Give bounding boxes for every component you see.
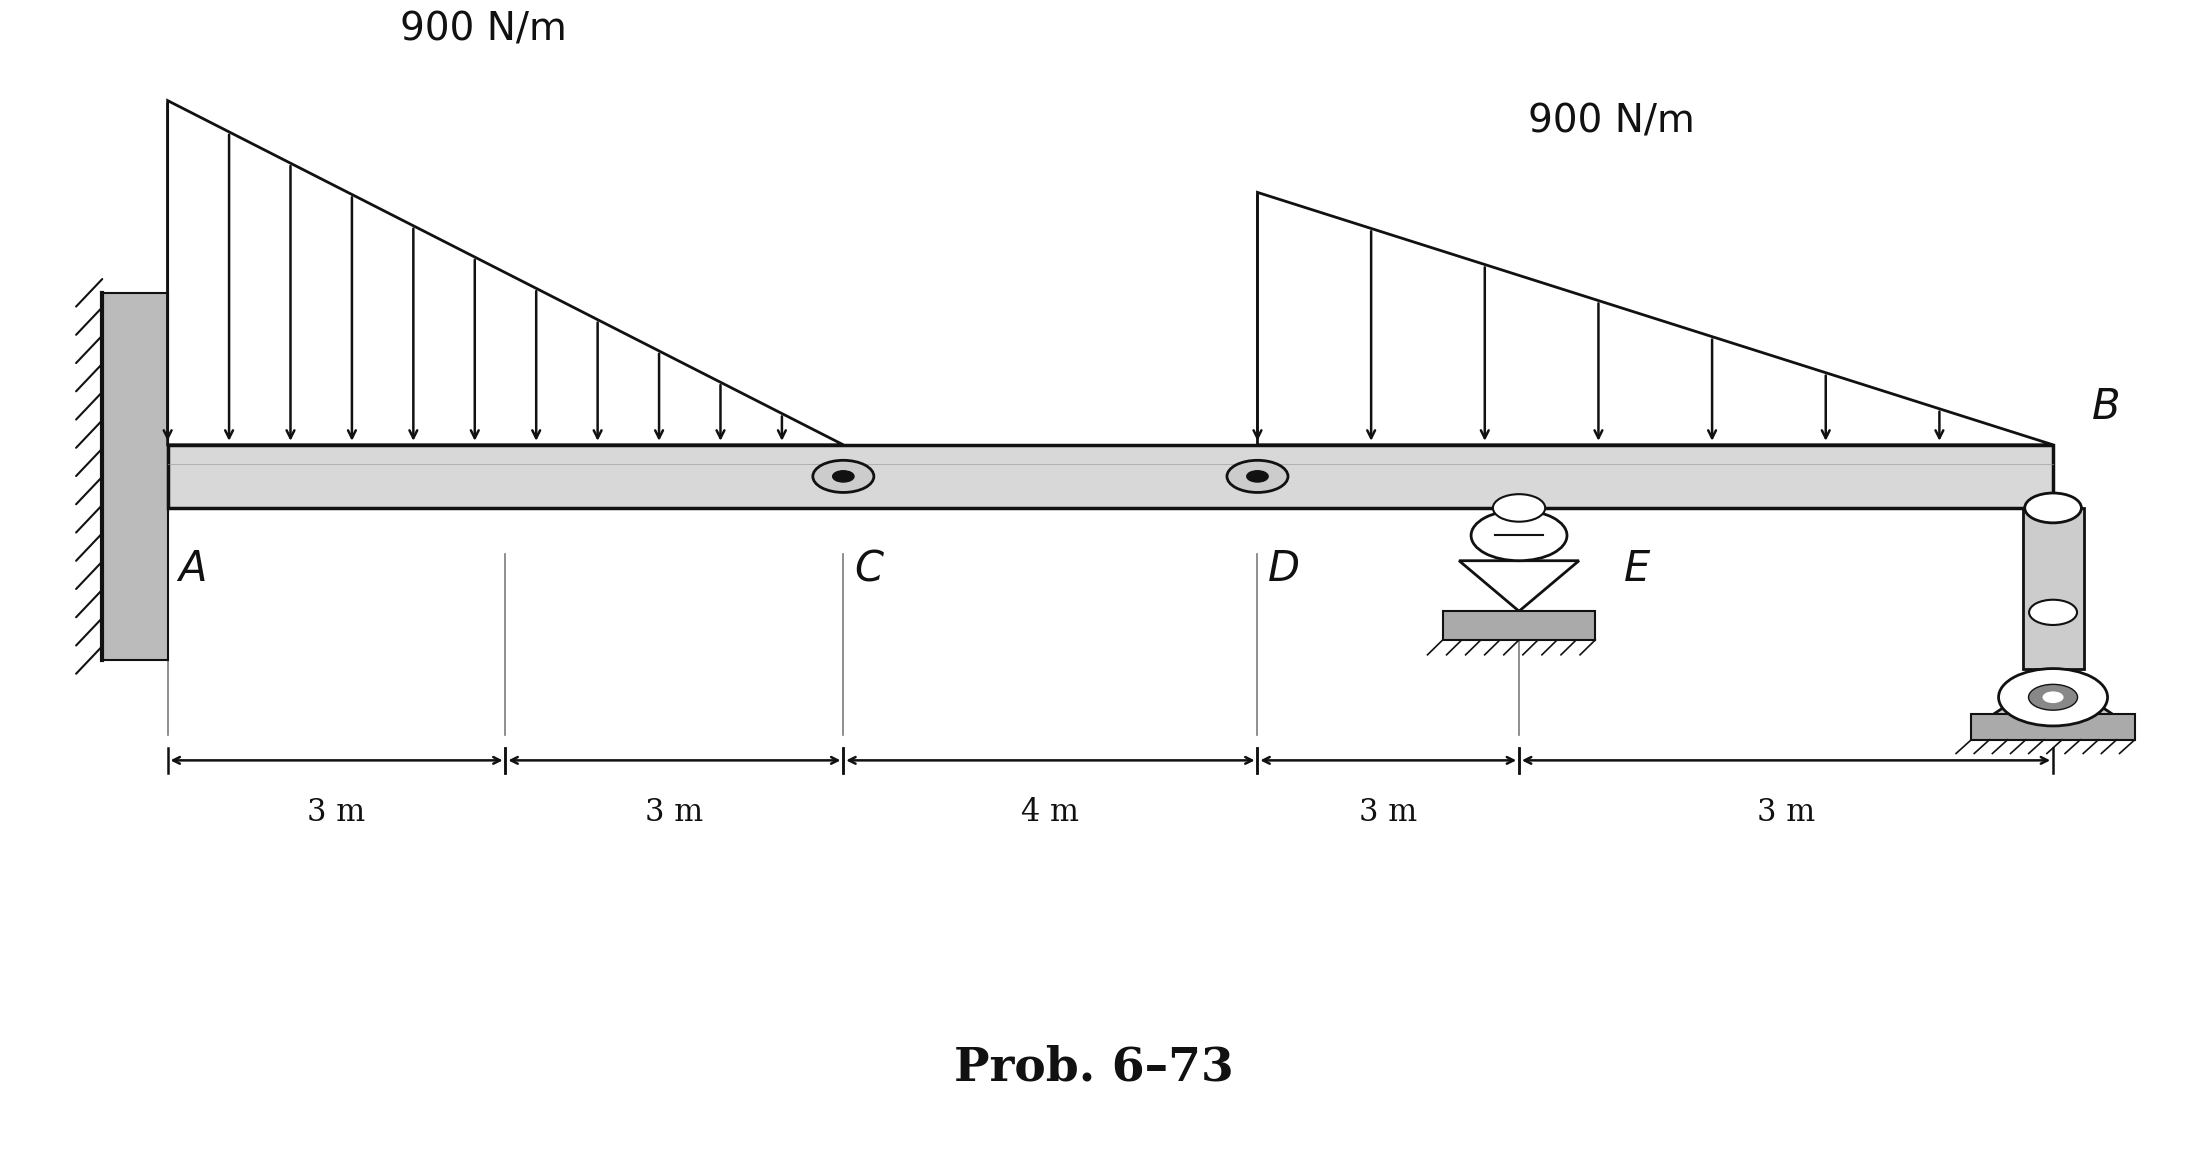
Text: C: C bbox=[853, 548, 884, 590]
Text: 900 N/m: 900 N/m bbox=[1527, 103, 1696, 140]
Circle shape bbox=[812, 461, 873, 492]
Circle shape bbox=[2024, 493, 2081, 523]
Bar bbox=[103, 292, 168, 660]
Bar bbox=[2022, 509, 2083, 669]
Polygon shape bbox=[1459, 561, 1580, 611]
Circle shape bbox=[834, 471, 853, 482]
Circle shape bbox=[2028, 684, 2079, 711]
Text: Prob. 6–73: Prob. 6–73 bbox=[954, 1044, 1234, 1091]
Text: 900 N/m: 900 N/m bbox=[400, 11, 567, 49]
Bar bbox=[1971, 714, 2135, 740]
Bar bbox=[1442, 611, 1595, 639]
Text: 3 m: 3 m bbox=[645, 797, 705, 828]
Circle shape bbox=[1247, 471, 1269, 482]
Text: A: A bbox=[179, 548, 208, 590]
Text: E: E bbox=[1623, 548, 1650, 590]
Circle shape bbox=[1492, 494, 1545, 521]
Text: B: B bbox=[2092, 386, 2120, 428]
Text: 3 m: 3 m bbox=[1757, 797, 1816, 828]
Circle shape bbox=[1998, 669, 2107, 726]
Text: 4 m: 4 m bbox=[1022, 797, 1079, 828]
Text: D: D bbox=[1269, 548, 1300, 590]
Circle shape bbox=[1470, 510, 1567, 561]
Text: 3 m: 3 m bbox=[1359, 797, 1418, 828]
Circle shape bbox=[1227, 461, 1289, 492]
Polygon shape bbox=[1993, 675, 2114, 714]
Text: 3 m: 3 m bbox=[309, 797, 365, 828]
Bar bbox=[168, 445, 2052, 509]
Circle shape bbox=[2044, 692, 2063, 703]
Circle shape bbox=[2028, 600, 2076, 625]
